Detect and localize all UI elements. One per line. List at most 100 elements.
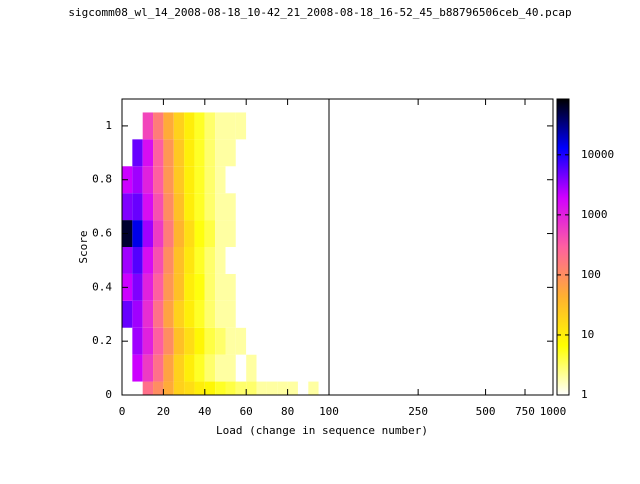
heat-cell: [204, 247, 216, 274]
heat-cell: [215, 273, 226, 301]
heat-cell: [266, 273, 278, 301]
heat-cell: [173, 381, 185, 395]
x-tick-label: 60: [240, 405, 253, 418]
heat-cell: [184, 247, 195, 274]
heat-cell: [153, 354, 164, 382]
heat-cell: [215, 166, 226, 194]
heat-cell: [246, 327, 257, 355]
heat-cell: [122, 193, 133, 221]
heat-cell: [346, 139, 350, 167]
heat-cell: [277, 354, 288, 382]
heat-cell: [194, 193, 205, 221]
heat-cell: [153, 112, 164, 140]
heat-cell: [235, 112, 247, 140]
heat-cell: [343, 260, 347, 288]
heat-cell: [235, 193, 247, 221]
heat-cell: [266, 327, 278, 355]
heat-cell: [379, 381, 383, 395]
heat-cell: [142, 381, 154, 395]
heat-cell: [122, 381, 133, 395]
heat-cell: [163, 354, 174, 382]
heat-cell: [184, 354, 195, 382]
heat-cell: [246, 193, 257, 221]
heat-cell: [215, 220, 226, 247]
heat-cell: [194, 327, 205, 355]
heat-cell: [184, 193, 195, 221]
heat-cell: [153, 381, 164, 395]
heat-cell: [204, 381, 216, 395]
heat-cell: [225, 381, 236, 395]
heat-cell: [225, 327, 236, 355]
heat-cell: [215, 327, 226, 355]
heat-cell: [287, 354, 298, 382]
heat-cell: [235, 220, 247, 247]
heat-cell: [318, 381, 329, 395]
heat-cell: [132, 193, 143, 221]
heat-cell: [163, 247, 174, 274]
heat-cell: [235, 354, 247, 382]
y-tick-label: 0.6: [92, 227, 112, 240]
heat-cell: [277, 381, 288, 395]
heat-cell: [256, 220, 267, 247]
heat-cell: [153, 166, 164, 194]
heat-cell: [297, 354, 309, 382]
heat-cell: [215, 247, 226, 274]
heat-cell: [308, 327, 319, 355]
heat-cell: [173, 139, 185, 167]
heat-cell: [184, 381, 195, 395]
y-tick-label: 0.8: [92, 173, 112, 186]
x2-tick-label: 250: [408, 405, 428, 418]
heat-cell: [173, 327, 185, 355]
heat-cell: [132, 273, 143, 301]
heat-cell: [277, 300, 288, 328]
heat-cell: [194, 220, 205, 247]
heat-cell: [184, 327, 195, 355]
heat-cell: [308, 354, 319, 382]
heat-cell: [204, 300, 216, 328]
heat-cell: [246, 166, 257, 194]
heat-cell: [266, 381, 278, 395]
heat-cell: [338, 112, 342, 140]
heat-cell: [215, 139, 226, 167]
heat-cell: [194, 354, 205, 382]
heat-cell: [349, 220, 353, 247]
heat-cell: [173, 354, 185, 382]
x-tick-label: 100: [319, 405, 339, 418]
heat-cell: [132, 139, 143, 167]
heat-cell: [194, 166, 205, 194]
heat-cell: [132, 354, 143, 382]
x2-tick-label: 750: [515, 405, 535, 418]
heat-cell: [215, 381, 226, 395]
heat-cell: [132, 166, 143, 194]
x-tick-label: 80: [281, 405, 294, 418]
heat-cell: [246, 354, 257, 382]
heat-cell: [246, 112, 257, 140]
heat-cell: [173, 273, 185, 301]
heat-cell: [370, 112, 374, 140]
heat-cell: [366, 381, 370, 395]
heat-cell: [173, 166, 185, 194]
heat-cell: [163, 273, 174, 301]
heat-cell: [256, 112, 267, 140]
x-tick-label: 0: [119, 405, 126, 418]
heat-cell: [184, 112, 195, 140]
heat-cell: [132, 247, 143, 274]
heat-cell: [163, 220, 174, 247]
colorbar: [556, 98, 570, 396]
heat-cell: [215, 354, 226, 382]
y-tick-label: 0: [105, 388, 112, 401]
heat-cell: [266, 247, 278, 274]
heat-cell: [256, 381, 267, 395]
heat-cell: [416, 220, 420, 247]
heat-cell: [215, 193, 226, 221]
heat-cell: [163, 381, 174, 395]
heat-cell: [343, 381, 347, 395]
chart-title: sigcomm08_wl_14_2008-08-18_10-42_21_2008…: [68, 6, 571, 19]
heat-cell: [394, 314, 398, 342]
heat-cell: [308, 112, 319, 140]
heat-cell: [332, 381, 336, 395]
heat-cell: [153, 247, 164, 274]
heat-cell: [163, 193, 174, 221]
colorbar-tick-label: 1: [581, 388, 588, 401]
heat-cell: [318, 354, 329, 382]
